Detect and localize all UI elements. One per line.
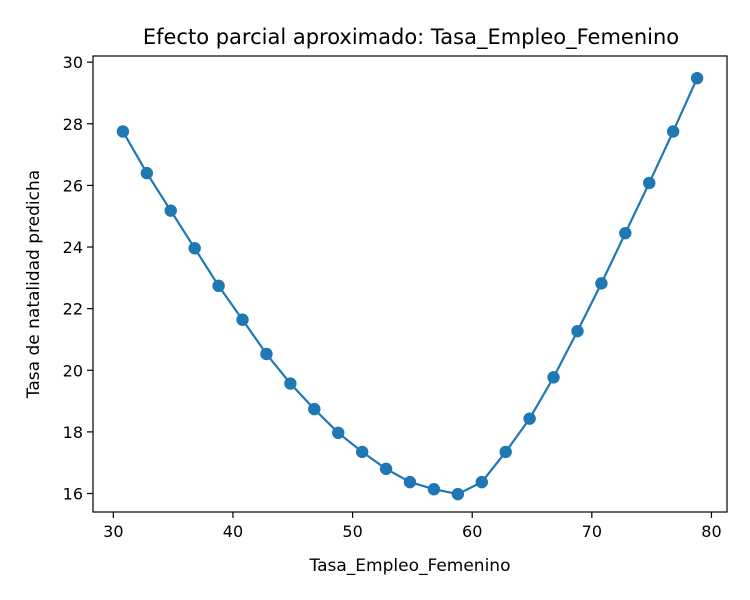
data-point [188,242,201,255]
data-point [499,445,512,459]
x-axis: 30 40 50 60 70 80 [103,512,722,541]
data-point [690,71,704,85]
x-axis-label: Tasa_Empleo_Femenino [309,556,511,576]
axes-frame [92,55,728,513]
data-point [260,347,273,361]
x-tick-label: 80 [701,522,721,541]
data-point [643,176,656,190]
data-point [427,483,441,496]
y-tick-label: 28 [63,115,83,134]
y-axis-label: Tasa de natalidad predicha [24,170,44,399]
chart-title: Efecto parcial aproximado: Tasa_Empleo_F… [143,25,679,50]
data-point [451,487,465,501]
data-point [332,426,345,440]
data-point [236,313,249,326]
data-point [308,402,321,416]
y-tick-label: 30 [63,53,83,72]
data-point [523,412,536,425]
y-tick-label: 22 [63,300,83,319]
data-point [619,226,632,240]
plot-area [116,71,704,501]
data-point [595,277,608,290]
x-tick-label: 70 [582,522,602,541]
data-point [403,475,417,489]
x-tick-label: 30 [103,522,123,541]
y-tick-label: 24 [63,238,83,257]
x-tick-label: 50 [342,522,362,541]
data-point [379,462,393,476]
x-tick-label: 60 [462,522,482,541]
data-point [666,125,680,138]
data-point [212,279,225,293]
data-point [284,377,297,390]
series-line [121,77,699,496]
x-tick-label: 40 [223,522,243,541]
data-point [547,371,560,384]
data-point [140,166,154,180]
y-tick-label: 26 [63,176,83,195]
data-point [571,324,584,338]
data-point [164,204,177,217]
y-axis: 16 18 20 22 24 26 28 30 [63,53,93,504]
y-tick-label: 18 [63,423,83,442]
y-tick-label: 16 [63,485,83,504]
data-point [475,475,488,489]
y-tick-label: 20 [63,361,83,380]
data-point [355,445,369,459]
data-point [116,125,130,138]
